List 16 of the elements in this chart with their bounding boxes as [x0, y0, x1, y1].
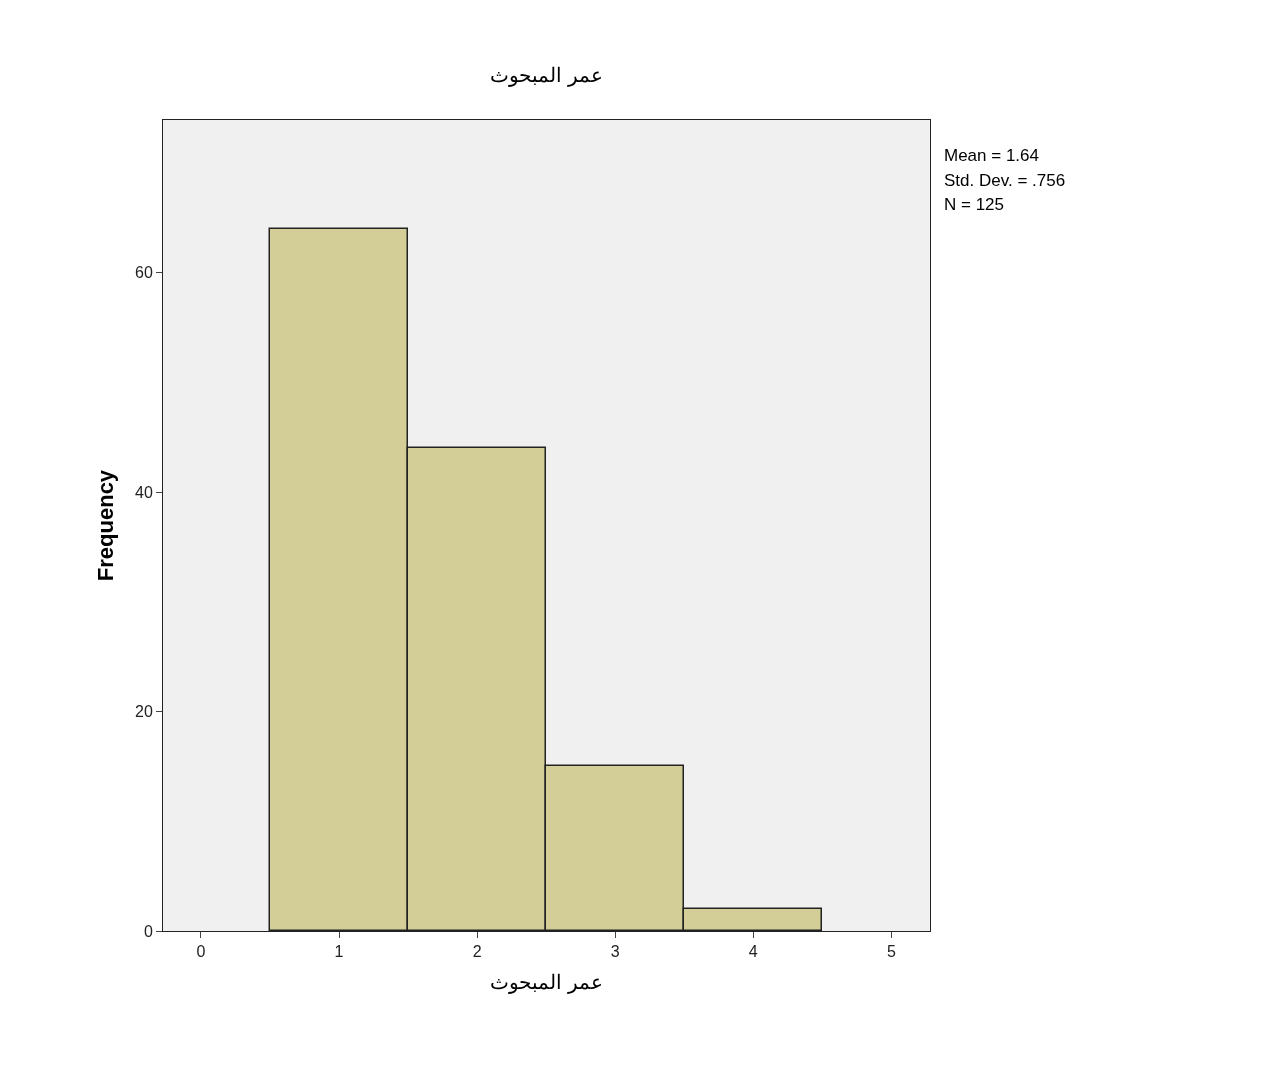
- text: Std. Dev. = .756: [944, 171, 1066, 190]
- chart-title: عمر المبحوث: [490, 63, 603, 87]
- y-tick-label: 20: [135, 703, 153, 721]
- text: Mean = 1.64: [944, 146, 1039, 165]
- y-tick-label: 60: [135, 264, 153, 282]
- x-tick-label: 3: [610, 943, 620, 961]
- y-tick-label: 0: [143, 922, 153, 940]
- x-tick-label: 5: [886, 943, 896, 961]
- x-tick-label: 2: [472, 943, 482, 961]
- x-tick-label: 4: [748, 943, 758, 961]
- text: N = 125: [944, 195, 1005, 214]
- x-axis-title: عمر المبحوث: [490, 970, 603, 994]
- x-tick-label: 0: [196, 943, 206, 961]
- y-tick-label: 40: [135, 483, 153, 501]
- y-axis-title: Frequency: [92, 469, 118, 582]
- x-tick-label: 1: [334, 943, 344, 961]
